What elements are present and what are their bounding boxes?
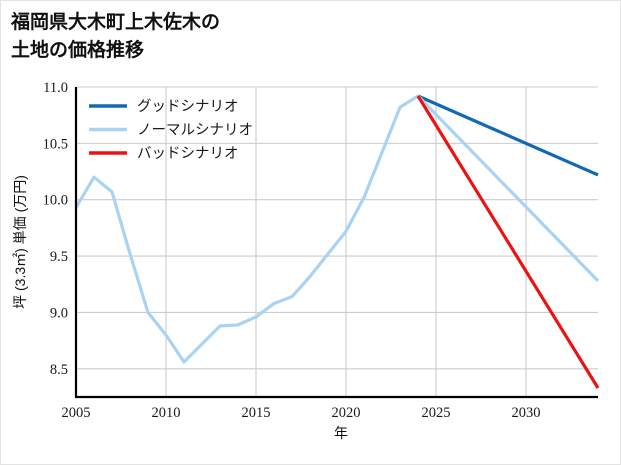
legend-label: バッドシナリオ (137, 146, 239, 162)
page-title: 福岡県大木町上木佐木の 土地の価格推移 (11, 12, 221, 61)
x-tick-label: 2030 (512, 405, 541, 421)
y-tick-label: 8.5 (50, 362, 68, 378)
x-tick-label: 2020 (332, 405, 361, 421)
y-axis-title: 坪 (3.3㎡) 単価 (万円) (12, 175, 28, 309)
y-tick-label: 10.5 (43, 136, 68, 152)
y-tick-label: 9.0 (50, 305, 68, 321)
x-axis-tick-labels: 2005 2010 2015 2020 2025 2030 (62, 405, 541, 421)
series-line-グッドシナリオ (417, 94, 599, 177)
y-tick-label: 9.5 (50, 249, 68, 265)
x-tick-label: 2005 (62, 405, 91, 421)
x-axis-title: 年 (334, 425, 348, 441)
x-tick-label: 2010 (152, 405, 181, 421)
y-axis-tick-labels: 8.5 9.0 9.5 10.0 10.5 11.0 (43, 80, 68, 378)
legend-label: ノーマルシナリオ (137, 123, 253, 139)
series-group (74, 94, 600, 389)
x-tick-label: 2025 (422, 405, 451, 421)
legend-label: グッドシナリオ (137, 98, 239, 115)
series-line-バッドシナリオ (416, 95, 600, 389)
series-line-ノーマルシナリオ (74, 94, 600, 364)
y-tick-label: 11.0 (43, 80, 68, 96)
x-tick-label: 2015 (242, 405, 271, 421)
y-tick-label: 10.0 (43, 193, 68, 209)
